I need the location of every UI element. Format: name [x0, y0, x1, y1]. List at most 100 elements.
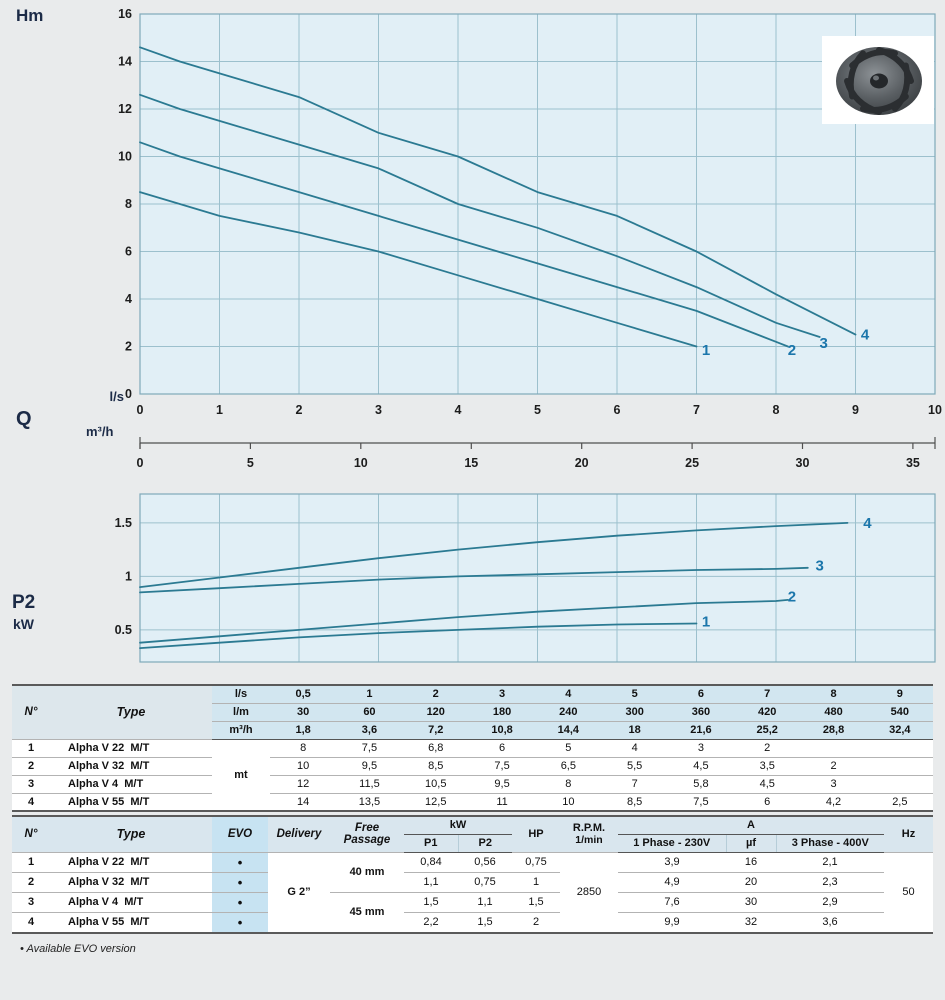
col-header-3phase: 3 Phase - 400V — [775, 833, 885, 853]
flow-header-cell: 300 — [601, 702, 668, 721]
q-axis-title: Q — [16, 408, 32, 430]
pump-type: Alpha V 55 M/T — [50, 911, 212, 933]
unit-header: l/s — [212, 684, 270, 703]
uf-value: 30 — [726, 891, 776, 912]
col-header-evo: EVO — [212, 815, 268, 852]
head-value-cell: 5,5 — [601, 756, 668, 775]
hp-value: 2 — [512, 911, 560, 933]
electrical-table: N° Type EVO Delivery Free Passage kW HP R.P.M. 1… — [12, 815, 934, 934]
table-row: 4 Alpha V 55 M/T • 2,2 1,5 2 9,9 32 3,6 — [12, 911, 933, 933]
hp-value: 1 — [512, 871, 560, 892]
col-header-p1: P1 — [404, 833, 458, 853]
head-value-cell: 13,5 — [336, 792, 403, 811]
col-header-free-passage: Free Passage — [330, 815, 404, 852]
flow-header-cell: 480 — [800, 702, 867, 721]
col-header-kw: kW — [404, 815, 512, 835]
table-row: 2 Alpha V 32 M/T • 1,1 0,75 1 4,9 20 2,3 — [12, 871, 933, 892]
col-header-rpm: R.P.M. 1/min — [560, 815, 618, 852]
curve-label-1: 1 — [702, 613, 710, 630]
delivery-value: G 2” — [268, 851, 330, 933]
col-header-a: A — [618, 815, 885, 835]
flow-header-cell: 60 — [336, 702, 403, 721]
head-value-cell: 14 — [270, 792, 337, 811]
flow-header-cell: 9 — [866, 684, 933, 703]
flow-header-cell: 240 — [535, 702, 602, 721]
table-row: 1 Alpha V 22 M/T mt 8 7,5 6,8 6 5 4 3 2 — [12, 738, 933, 811]
y-tick-label: 4 — [125, 292, 132, 306]
row-number: 1 — [12, 851, 50, 872]
m3h-axis-svg: 0 5 10 15 20 25 30 35 — [137, 437, 936, 470]
flow-header-cell: 0,5 — [270, 684, 337, 703]
m3h-tick-label: 35 — [906, 456, 920, 470]
head-value-cell: 7,5 — [667, 792, 735, 811]
head-value-cell: 2 — [734, 738, 801, 757]
head-curve-3 — [139, 93, 821, 338]
p1-value: 0,84 — [404, 851, 458, 872]
hp-value: 0,75 — [512, 851, 560, 872]
flow-header-cell: 2 — [402, 684, 469, 703]
m3h-tick-label: 5 — [247, 456, 254, 470]
flow-header-cell: 10,8 — [468, 720, 536, 740]
curve-label-2: 2 — [788, 342, 796, 359]
head-value-cell: 11,5 — [336, 774, 403, 793]
x-tick-label: 7 — [693, 403, 700, 417]
flow-header-cell: 18 — [601, 720, 668, 740]
row-number: 3 — [12, 891, 50, 912]
m3h-tick-label: 0 — [137, 456, 144, 470]
pump-type: Alpha V 22 M/T — [50, 738, 212, 757]
table-row: 3 Alpha V 4 M/T 12 11,5 10,5 9,5 8 7 5,8 4,5 3 — [12, 774, 933, 793]
head-value-cell: 8,5 — [402, 756, 469, 775]
x-tick-label: 3 — [375, 403, 382, 417]
head-value-cell — [866, 738, 933, 757]
row-number: 3 — [12, 774, 50, 793]
m3h-tick-label: 10 — [354, 456, 368, 470]
flow-header-cell: 14,4 — [535, 720, 602, 740]
amp-1phase-value: 4,9 — [618, 871, 726, 892]
head-curve-2 — [139, 141, 789, 348]
curve-label-3: 3 — [820, 335, 828, 352]
footnote: • Available EVO version — [20, 942, 136, 955]
x-tick-label: 0 — [137, 403, 144, 417]
head-chart: 1 2 3 4 0 2 4 6 8 10 12 14 16 0 1 2 3 4 5 6 7 8 9 10 — [98, 7, 945, 427]
amp-3phase-value: 2,1 — [776, 851, 885, 872]
col-header-p2: P2 — [457, 833, 512, 853]
p1-value: 1,5 — [404, 891, 458, 912]
p2-value: 1,5 — [458, 911, 512, 933]
header-row: N° Type l/s 0,5 1 2 3 4 5 6 7 8 9 — [12, 684, 933, 739]
flow-header-cell: 21,6 — [667, 720, 735, 740]
m3h-tick-label: 30 — [796, 456, 810, 470]
y-tick-label: 1.5 — [115, 516, 132, 530]
pump-type: Alpha V 4 M/T — [50, 774, 212, 793]
flow-header-cell: 120 — [402, 702, 469, 721]
head-value-cell: 5,8 — [667, 774, 735, 793]
head-value-cell: 9,5 — [336, 756, 403, 775]
amp-3phase-value: 2,9 — [776, 891, 885, 912]
evo-bullet: • — [212, 871, 268, 892]
head-value-cell: 6 — [734, 792, 801, 811]
electrical-table-container: N° Type EVO Delivery Free Passage kW HP R.P.M. 1… — [12, 815, 934, 934]
head-value-cell: 5 — [535, 738, 602, 757]
amp-3phase-value: 2,3 — [776, 871, 885, 892]
flow-header-cell: 180 — [468, 702, 536, 721]
performance-table-container: N° Type l/s 0,5 1 2 3 4 5 6 7 8 9 l/m 30 60 120 180 240 300… — [12, 684, 933, 812]
flow-header-cell: 6 — [667, 684, 735, 703]
head-value-cell: 12,5 — [402, 792, 469, 811]
p2-curve-4 — [139, 522, 849, 588]
y-tick-label: 16 — [118, 8, 132, 21]
flow-header-cell: 1 — [336, 684, 403, 703]
unit-header: l/m — [212, 702, 270, 721]
head-value-cell: 2,5 — [866, 792, 933, 811]
row-number: 2 — [12, 871, 50, 892]
head-value-cell: 8 — [535, 774, 602, 793]
free-passage-value: 45 mm — [330, 891, 404, 933]
p2-value: 0,56 — [458, 851, 512, 872]
rpm-unit: 1/min — [575, 834, 603, 847]
col-header-hp: HP — [512, 815, 560, 852]
subheader-row: P1 P2 1 Phase - 230V µf 3 Phase - 400V — [12, 833, 933, 853]
evo-bullet: • — [212, 851, 268, 872]
x-tick-label: 4 — [455, 403, 462, 417]
unit-cell: mt — [212, 738, 270, 811]
hp-value: 1,5 — [512, 891, 560, 912]
hm-axis-title: Hm — [16, 6, 44, 25]
